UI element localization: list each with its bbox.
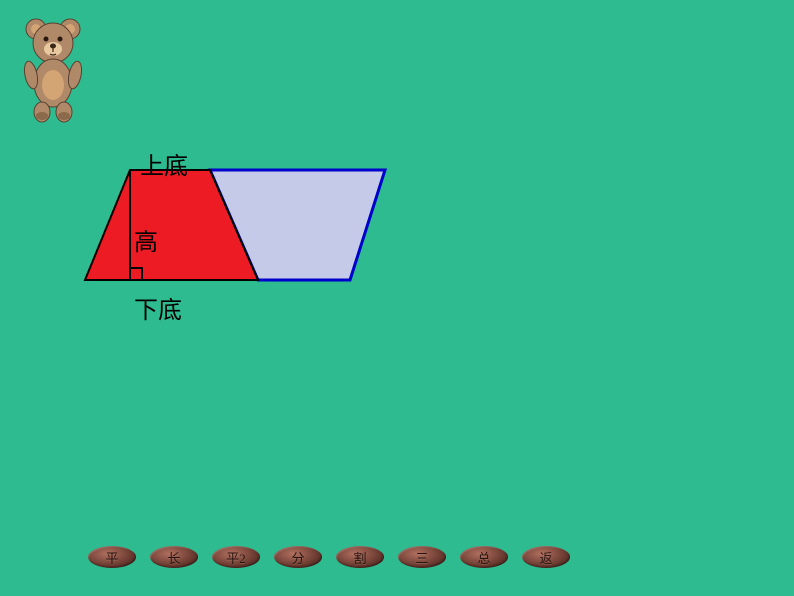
label-top-base: 上底 xyxy=(140,146,188,181)
nav-btn-fen[interactable]: 分 xyxy=(274,546,322,568)
nav-btn-ping2[interactable]: 平2 xyxy=(212,546,260,568)
nav-btn-fan[interactable]: 返 xyxy=(522,546,570,568)
nav-btn-chang[interactable]: 长 xyxy=(150,546,198,568)
label-height: 高 xyxy=(134,222,158,257)
nav-button-row: 平 长 平2 分 割 三 总 返 xyxy=(88,546,570,568)
nav-btn-san[interactable]: 三 xyxy=(398,546,446,568)
nav-btn-zong[interactable]: 总 xyxy=(460,546,508,568)
nav-btn-ping[interactable]: 平 xyxy=(88,546,136,568)
label-bottom-base: 下底 xyxy=(134,290,182,325)
trapezoid-diagram xyxy=(0,0,500,350)
nav-btn-ge[interactable]: 割 xyxy=(336,546,384,568)
